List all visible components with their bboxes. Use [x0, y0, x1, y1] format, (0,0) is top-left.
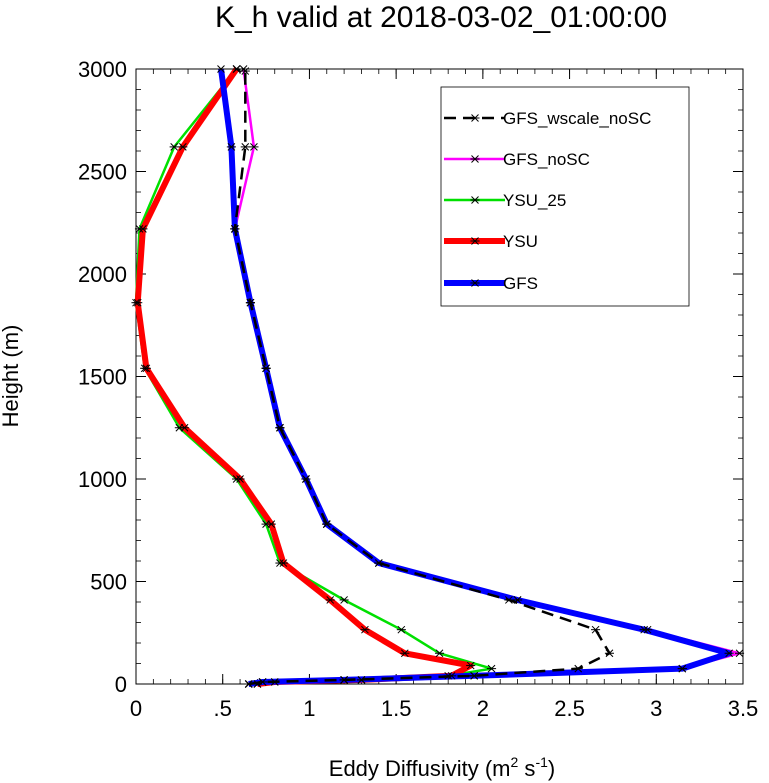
series-point: [434, 649, 445, 658]
series-point: [258, 678, 268, 686]
series-point: [396, 625, 406, 634]
series-point: [141, 364, 151, 373]
y-tick-labels: 0 500 1000 1500 2000 2500 3000: [78, 57, 127, 697]
series-point: [230, 225, 240, 233]
y-axis-label: Height (m): [0, 325, 23, 428]
legend-label: GFS: [503, 274, 538, 293]
legend-marker: [470, 279, 480, 287]
x-tick-label: 3: [650, 696, 662, 721]
x-axis-label: Eddy Diffusivity (m2 s-1): [329, 754, 555, 781]
legend-box: [440, 86, 690, 307]
series-point: [138, 225, 148, 233]
series-point: [232, 65, 242, 73]
series-point: [339, 676, 349, 684]
series-point: [469, 671, 479, 680]
series-point: [240, 143, 250, 151]
series-point: [180, 423, 190, 432]
legend-label: GFS_noSC: [503, 150, 590, 169]
y-tick-label: 2500: [78, 160, 127, 185]
legend-label: YSU: [503, 232, 538, 251]
series-line-ysu-25: [134, 68, 493, 686]
series-line-gfs-wscale-nosc: [233, 67, 611, 686]
series-point: [356, 676, 367, 684]
chart-title: K_h valid at 2018-03-02_01:00:00: [215, 1, 667, 34]
series-markers: [131, 65, 745, 688]
series-point: [591, 625, 601, 634]
series-point: [360, 625, 370, 634]
series-point: [447, 671, 457, 680]
series-point: [245, 298, 256, 307]
series-point: [240, 67, 250, 75]
series-point: [249, 143, 259, 151]
series-point: [573, 664, 583, 673]
series-point: [504, 596, 514, 604]
x-tick-label: 1: [303, 696, 315, 721]
series-point: [322, 520, 332, 528]
legend-marker: [470, 155, 480, 163]
series-point: [604, 649, 615, 658]
series-point: [178, 143, 188, 151]
series-point: [325, 596, 335, 604]
x-tick-label: 0: [130, 696, 142, 721]
series-point: [169, 143, 179, 151]
axis-ticks: [135, 68, 744, 685]
x-tick-label: 3.5: [728, 696, 759, 721]
x-tick-label: .5: [214, 696, 232, 721]
x-tick-label: 1.5: [381, 696, 412, 721]
series-point: [216, 65, 226, 73]
legend-marker: [470, 196, 480, 204]
y-tick-label: 2000: [78, 262, 127, 287]
legend-marker: [470, 114, 480, 122]
series-point: [374, 559, 384, 567]
x-tick-label: 2.5: [554, 696, 585, 721]
series-point: [339, 596, 349, 604]
series-point: [261, 364, 271, 373]
y-tick-label: 500: [90, 570, 127, 595]
series-point: [724, 649, 734, 658]
series-point: [133, 298, 143, 307]
legend: GFS_wscale_noSC GFS_noSC YSU_25 YSU GFS: [440, 86, 690, 307]
series-point: [512, 596, 523, 604]
series-point: [244, 680, 254, 688]
series-point: [235, 475, 245, 483]
series-point: [677, 664, 687, 673]
series-point: [734, 649, 745, 658]
series-point: [226, 143, 236, 151]
series-line-ysu: [134, 67, 474, 687]
series-point: [266, 520, 276, 528]
series-point: [639, 625, 649, 634]
legend-label: GFS_wscale_noSC: [503, 109, 651, 128]
series-point: [486, 664, 497, 673]
series-point: [400, 649, 410, 658]
y-tick-label: 1500: [78, 365, 127, 390]
y-tick-label: 1000: [78, 467, 127, 492]
x-tick-label: 2: [477, 696, 489, 721]
series-point: [301, 475, 311, 483]
series-point: [275, 423, 285, 432]
legend-marker: [470, 237, 480, 245]
y-tick-label: 3000: [78, 57, 127, 82]
series-point: [278, 559, 288, 567]
series-point: [270, 678, 280, 686]
legend-label: YSU_25: [503, 191, 566, 210]
series-point: [466, 661, 476, 670]
y-tick-label: 0: [115, 672, 127, 697]
x-tick-labels: 0 .5 1 1.5 2 2.5 3 3.5: [130, 696, 758, 721]
